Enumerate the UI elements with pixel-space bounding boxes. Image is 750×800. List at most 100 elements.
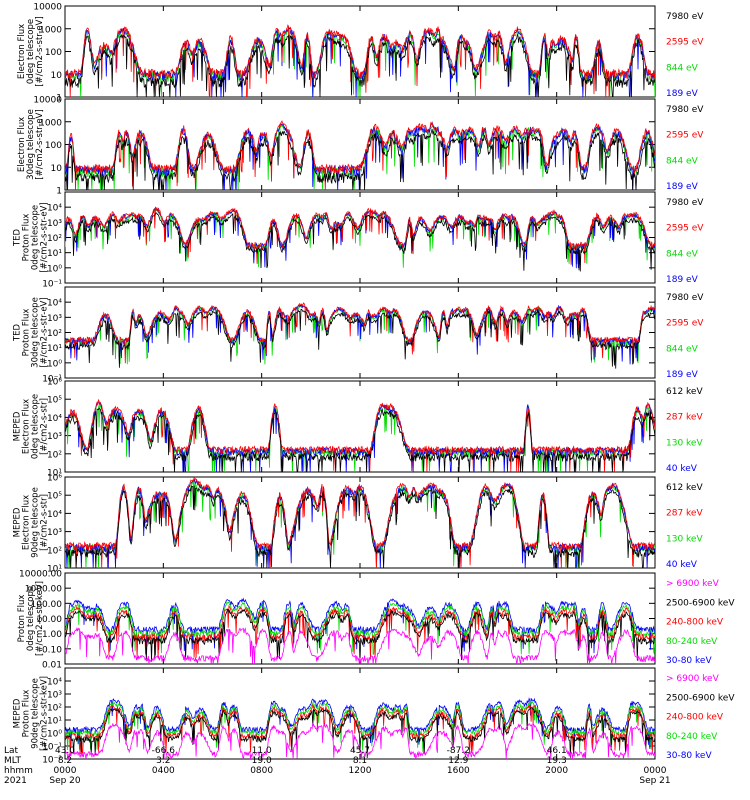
y-label-line: 90deg telescope: [31, 678, 41, 749]
y-tick-label: 0.01: [42, 661, 62, 671]
series-line: [65, 120, 655, 190]
series-line: [65, 24, 655, 97]
y-axis-label: TED Proton Flux 0deg telescope [#/cm2-s-str…: [13, 202, 50, 272]
y-tick-label: 10⁰: [47, 359, 62, 369]
y-tick-label: 10⁰: [47, 264, 62, 274]
y-label-line: MEPED: [13, 411, 23, 441]
legend-entry: 844 eV: [666, 249, 699, 259]
legend-entry: 40 keV: [666, 560, 698, 570]
y-label-line: TED: [13, 228, 23, 247]
legend-entry: 80-240 keV: [666, 637, 718, 647]
series-line: [65, 627, 655, 664]
y-tick-label: 10⁻¹: [42, 280, 62, 290]
legend-entry: 189 eV: [666, 370, 699, 380]
y-tick-label: 10³: [47, 314, 62, 324]
legend-entry: 130 keV: [666, 534, 703, 544]
y-tick-label: 10²: [47, 704, 62, 714]
series-line: [65, 121, 655, 190]
y-label-line: MEPED: [13, 698, 23, 728]
series-group: [65, 477, 655, 568]
x-tick-value: -87.2: [447, 746, 470, 756]
panel-5: 10¹ 10² 10³ 10⁴ 10⁵ 10⁶ MEPED Electron Flux 0deg…: [13, 378, 704, 479]
legend-entry: 7980 eV: [666, 293, 704, 303]
legend-entry: 2500-6900 keV: [666, 693, 735, 703]
x-row-label: Lat: [4, 746, 19, 756]
x-tick-value: 1600: [447, 766, 470, 776]
legend-entry: 2595 eV: [666, 131, 704, 141]
y-axis-label: Proton Flux 0deg telescope [#/cm2-s-str-ke…: [17, 581, 45, 656]
y-tick-label: 10³: [47, 432, 62, 442]
series-line: [65, 477, 655, 568]
y-label-line: [#/cm2-s-str]: [40, 494, 50, 551]
x-tick-value: 0000: [54, 766, 77, 776]
y-label-line: TED: [13, 323, 23, 342]
x-tick-value: 0000: [644, 766, 667, 776]
legend-entry: 80-240 keV: [666, 732, 718, 742]
legend-entry: 844 eV: [666, 344, 699, 354]
legend-entry: 287 keV: [666, 413, 703, 423]
y-tick-label: 10¹: [47, 469, 62, 479]
y-tick-label: 10³: [47, 691, 62, 701]
series-group: [65, 302, 655, 369]
y-label-line: Electron Flux: [17, 117, 27, 172]
y-tick-label: 10¹: [47, 717, 62, 727]
series-group: [65, 697, 655, 759]
x-tick-value: 8.2: [58, 756, 72, 766]
y-tick-label: 1000: [39, 25, 62, 35]
panel-2: 1 10 100 1000 10000 Electron Flux 30deg telesc…: [17, 96, 704, 197]
y-tick-label: 10¹: [47, 565, 62, 575]
legend-entry: 2500-6900 keV: [666, 598, 735, 608]
y-label-line: Proton Flux: [22, 690, 32, 738]
x-tick-value: -66.6: [152, 746, 176, 756]
legend-entry: 7980 eV: [666, 105, 704, 115]
y-label-line: Electron Flux: [22, 399, 32, 454]
x-tick-value: 0800: [250, 766, 273, 776]
panel-6: 10¹ 10² 10³ 10⁴ 10⁵ 10⁶ MEPED Electron Flux 90de…: [13, 474, 704, 575]
y-tick-label: 10¹: [47, 249, 62, 259]
y-tick-label: 10⁴: [47, 510, 62, 520]
legend-entry: 2595 eV: [666, 319, 704, 329]
legend-entry: 130 keV: [666, 438, 703, 448]
y-tick-label: 10⁶: [47, 378, 62, 388]
x-tick-value: 43.0: [55, 746, 75, 756]
y-tick-label: 10⁶: [47, 474, 62, 484]
y-label-line: Proton Flux: [22, 214, 32, 262]
x-tick-value: 46.1: [547, 746, 567, 756]
legend-entry: 30-80 keV: [666, 751, 712, 761]
y-label-line: 30deg telescope: [26, 109, 36, 180]
x-tick-value: 3.2: [156, 756, 170, 766]
series-line: [65, 304, 655, 365]
legend-entry: 240-800 keV: [666, 618, 724, 628]
x-tick-value: 8.1: [353, 756, 367, 766]
y-tick-label: 1.00: [42, 630, 62, 640]
y-tick-label: 0.10: [42, 645, 62, 655]
y-tick-label: 100: [45, 48, 62, 58]
series-line: [65, 207, 655, 265]
y-tick-label: 10²: [47, 329, 62, 339]
y-label-line: MEPED: [13, 507, 23, 537]
y-label-line: 90deg telescope: [31, 487, 41, 558]
y-tick-label: 10⁵: [47, 396, 62, 406]
y-label-line: 30deg telescope: [31, 297, 41, 368]
x-tick-value: 19.0: [252, 756, 272, 766]
series-line: [65, 597, 655, 654]
series-group: [65, 597, 655, 664]
x-tick-value: 45.7: [350, 746, 370, 756]
y-tick-label: 10: [51, 71, 63, 81]
x-tick-value: 12.9: [448, 756, 468, 766]
legend-entry: 189 eV: [666, 182, 699, 192]
y-tick-label: 10³: [47, 219, 62, 229]
series-line: [65, 28, 655, 97]
legend-entry: 240-800 keV: [666, 713, 724, 723]
y-tick-label: 10: [51, 164, 63, 174]
series-line: [65, 128, 655, 190]
legend-entry: > 6900 keV: [666, 674, 720, 684]
legend-entry: 612 keV: [666, 483, 703, 493]
y-label-line: [#/cm2-s-str]: [40, 398, 50, 455]
y-tick-label: 10000: [33, 96, 62, 106]
y-label-line: 0deg telescope: [31, 394, 41, 459]
